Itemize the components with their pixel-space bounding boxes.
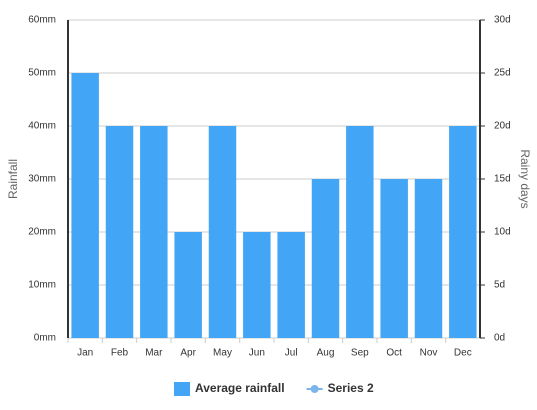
bar	[380, 179, 408, 338]
bar	[414, 179, 443, 338]
bar	[140, 126, 168, 338]
bar	[208, 126, 237, 338]
x-tick-label: Jan	[77, 348, 93, 359]
y2-tick-label: 15d	[494, 174, 511, 185]
x-tick-label: Sep	[351, 348, 369, 359]
x-tick-label: Feb	[111, 348, 129, 359]
y2-tick-label: 5d	[494, 280, 505, 291]
y-axis-title: Rainfall	[6, 159, 20, 199]
x-tick-label: Aug	[317, 348, 335, 359]
legend-label: Series 2	[328, 381, 374, 395]
x-tick-label: May	[213, 348, 232, 359]
bar	[277, 232, 305, 338]
legend-marker	[310, 385, 319, 393]
y-tick-label: 0mm	[34, 333, 56, 344]
y-tick-label: 40mm	[28, 121, 56, 132]
y-tick-label: 20mm	[28, 227, 56, 238]
y-tick-label: 30mm	[28, 174, 56, 185]
bar	[71, 73, 99, 338]
y2-tick-label: 30d	[494, 15, 511, 26]
x-tick-label: Oct	[386, 348, 402, 359]
bar	[174, 232, 202, 338]
y-tick-label: 10mm	[28, 280, 56, 291]
x-tick-label: Nov	[420, 348, 438, 359]
bar	[311, 179, 340, 338]
x-tick-label: Mar	[145, 348, 163, 359]
bar	[346, 126, 374, 338]
y2-axis-title: Rainy days	[518, 149, 532, 208]
y2-tick-label: 25d	[494, 68, 511, 79]
x-tick-label: Jun	[249, 348, 265, 359]
y2-tick-label: 20d	[494, 121, 511, 132]
y-tick-label: 60mm	[28, 15, 56, 26]
bar	[105, 126, 134, 338]
y2-tick-label: 0d	[494, 333, 505, 344]
bar	[243, 232, 271, 338]
y-tick-label: 50mm	[28, 68, 56, 79]
legend-label: Average rainfall	[195, 381, 285, 395]
x-tick-label: Dec	[454, 348, 472, 359]
legend-swatch	[174, 382, 190, 396]
x-tick-label: Apr	[180, 348, 196, 359]
bar	[449, 126, 477, 338]
x-tick-label: Jul	[285, 348, 298, 359]
y2-tick-label: 10d	[494, 227, 511, 238]
